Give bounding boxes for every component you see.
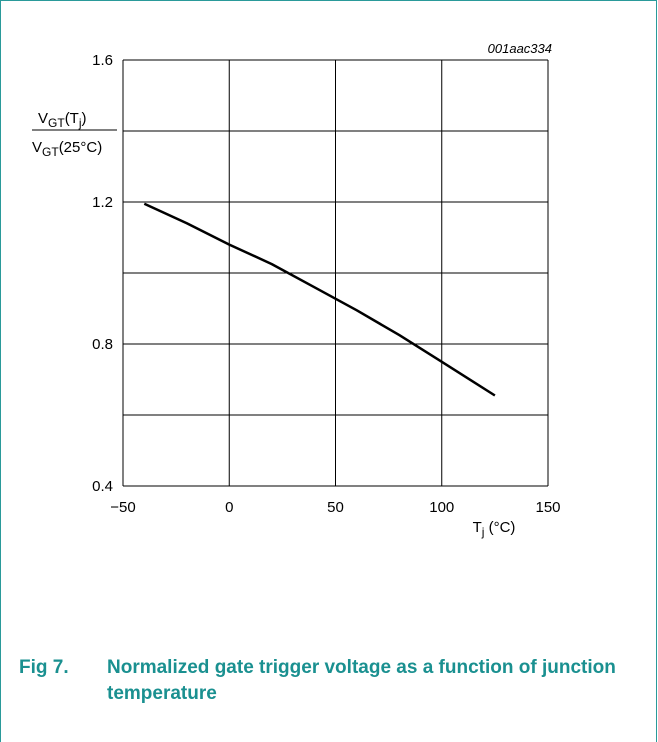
svg-text:VGT(Tj): VGT(Tj) [38, 110, 87, 130]
x-label-suffix: (°C) [484, 519, 515, 536]
caption-number: Fig 7. [19, 657, 69, 678]
y-label-num-open: (T [65, 110, 79, 127]
x-tick-label: −50 [110, 499, 135, 516]
y-label-den-sub: GT [42, 145, 59, 159]
figure-code: 001aac334 [488, 41, 552, 56]
y-tick-label: 0.4 [92, 478, 113, 495]
series-line-0 [143, 202, 496, 397]
y-label-num-sub: GT [48, 116, 65, 130]
x-tick-label: 100 [429, 499, 454, 516]
y-label-num-base: V [38, 110, 48, 127]
plot-grid [122, 59, 549, 487]
x-label-base: T [473, 519, 482, 536]
y-label-den-rest: (25°C) [59, 139, 103, 156]
caption-text: Normalized gate trigger voltage as a fun… [107, 657, 616, 704]
y-label-den-base: V [32, 139, 42, 156]
x-tick-label: 150 [535, 499, 560, 516]
y-tick-label: 1.2 [92, 194, 113, 211]
x-tick-label: 50 [327, 499, 344, 516]
y-axis-label: VGT(Tj) VGT(25°C) [32, 110, 117, 159]
y-label-num-sub2: j [78, 116, 82, 130]
x-axis-label: Tj (°C) [473, 519, 516, 539]
data-series [143, 202, 496, 397]
y-tick-label: 1.6 [92, 52, 113, 69]
y-label-num-close: ) [82, 110, 87, 127]
x-tick-labels: −50 0 50 100 150 [110, 499, 560, 516]
y-tick-label: 0.8 [92, 336, 113, 353]
svg-text:VGT(25°C): VGT(25°C) [32, 139, 102, 159]
y-tick-labels: 0.4 0.8 1.2 1.6 [92, 52, 113, 495]
x-label-sub: j [481, 525, 485, 539]
x-tick-label: 0 [225, 499, 233, 516]
